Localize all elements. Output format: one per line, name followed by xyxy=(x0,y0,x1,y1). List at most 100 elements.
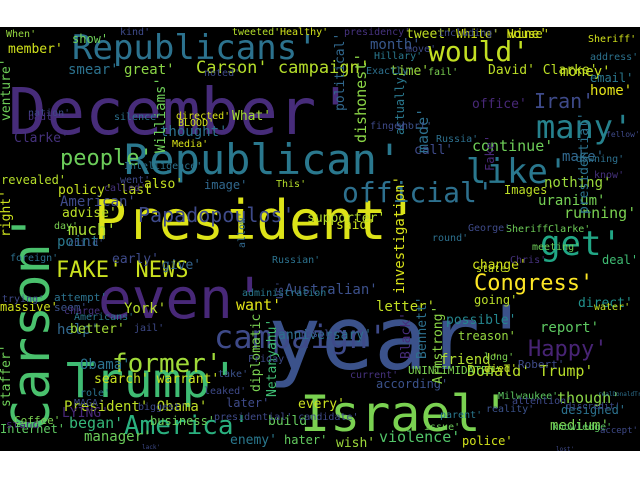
cloud-word: supporter' xyxy=(307,211,386,226)
cloud-word: Republican' xyxy=(124,135,403,184)
cloud-word: American' xyxy=(60,194,136,210)
cloud-word: continue' xyxy=(472,137,554,155)
cloud-word: leaked' xyxy=(204,386,247,397)
cloud-word: issue' xyxy=(424,422,461,433)
cloud-word: state' xyxy=(476,264,513,275)
cloud-word: get' xyxy=(540,224,622,264)
cloud-word: finger' xyxy=(370,121,413,132)
cloud-word: Images' xyxy=(504,183,555,197)
cloud-word: report' xyxy=(540,320,600,336)
cloud-word: time' xyxy=(390,64,430,79)
cloud-word: Australian' xyxy=(285,282,378,298)
cloud-word: Friday' xyxy=(248,354,291,365)
cloud-word: Black' xyxy=(399,312,414,359)
cloud-word: great' xyxy=(124,62,175,78)
cloud-word: December' xyxy=(8,76,355,150)
cloud-word: advise' xyxy=(62,206,117,221)
cloud-word: make' xyxy=(562,149,605,165)
cloud-word: directed' xyxy=(176,111,231,122)
cloud-word: image' xyxy=(204,178,248,192)
cloud-word: police' xyxy=(462,434,513,448)
cloud-word: staffer' xyxy=(0,344,14,407)
cloud-word: UNINTIMIDATED' xyxy=(408,364,501,377)
cloud-word: take' xyxy=(218,369,249,380)
cloud-word: address' xyxy=(590,52,639,63)
cloud-word: kind' xyxy=(120,27,151,38)
cloud-word: George' xyxy=(468,223,511,234)
cloud-word: meeting' xyxy=(532,242,581,253)
cloud-word: Carson' campaign' xyxy=(196,58,370,78)
cloud-word: current' xyxy=(350,370,399,381)
cloud-word: thought' xyxy=(160,124,228,140)
cloud-word: help' xyxy=(57,322,100,338)
cloud-word: later' xyxy=(226,396,270,410)
cloud-word: allow' xyxy=(237,211,248,248)
cloud-word: began' xyxy=(69,414,124,432)
cloud-word: call' xyxy=(414,143,454,158)
cloud-word: result' xyxy=(300,329,343,340)
cloud-word: point' xyxy=(57,234,108,250)
cloud-word: What' xyxy=(232,109,272,124)
cloud-word: noted' xyxy=(204,68,241,79)
cloud-word: venture' xyxy=(0,58,14,121)
cloud-word: including' xyxy=(438,28,499,39)
cloud-word: better' xyxy=(70,322,125,337)
cloud-word: Sheriff' xyxy=(588,34,637,45)
cloud-word: anniversary' xyxy=(278,328,372,343)
cloud-word: child' xyxy=(68,238,105,249)
cloud-word: letter' xyxy=(376,299,436,315)
cloud-word: every' xyxy=(298,397,345,412)
cloud-word: policy' last' xyxy=(58,183,160,198)
cloud-word: much' xyxy=(68,220,117,239)
cloud-word: America' xyxy=(124,411,250,441)
cloud-word: know' xyxy=(594,170,625,181)
cloud-word: smear' xyxy=(68,62,119,78)
cloud-word: died' xyxy=(484,362,518,375)
cloud-word: Israel' xyxy=(300,385,511,443)
cloud-word: When' xyxy=(6,29,37,40)
cloud-word: home' xyxy=(590,83,633,99)
cloud-word: people' xyxy=(60,146,153,171)
cloud-word: former' xyxy=(112,349,222,379)
cloud-word: trying' xyxy=(2,294,45,305)
cloud-word: administration' xyxy=(242,288,333,299)
cloud-word: round' xyxy=(432,233,469,244)
cloud-word: White' House' xyxy=(456,27,550,41)
cloud-word: wine' xyxy=(508,27,548,42)
cloud-word: attempt' xyxy=(54,291,107,304)
cloud-word: Robert' xyxy=(518,358,565,371)
cloud-word: President' xyxy=(94,189,420,252)
cloud-word: silence' xyxy=(114,112,163,123)
cloud-word: SheriffClarke' xyxy=(506,224,591,235)
cloud-word: presidential' candidate' xyxy=(214,412,359,423)
cloud-word: long' xyxy=(484,352,515,363)
cloud-word: show' xyxy=(72,32,109,46)
cloud-word: campaign' xyxy=(214,318,388,356)
cloud-word: diplomatic' xyxy=(249,305,264,392)
cloud-word: short' xyxy=(396,121,433,132)
cloud-word: Russian' xyxy=(272,255,321,266)
cloud-word: possible' xyxy=(446,313,517,328)
cloud-word: knowledge' xyxy=(552,422,613,433)
cloud-word: Internet' xyxy=(0,422,66,436)
cloud-word: move' xyxy=(406,44,437,55)
cloud-word: build' xyxy=(268,414,315,429)
cloud-word: Papadopoulos' xyxy=(138,203,295,227)
cloud-word: US' xyxy=(275,280,286,299)
cloud-word: Russia' xyxy=(436,134,479,145)
cloud-word: member' xyxy=(8,42,63,57)
cloud-word: attention' xyxy=(512,396,573,407)
cloud-word: FAKE' NEWS xyxy=(56,258,189,283)
cloud-word: many' xyxy=(536,108,633,146)
cloud-word: charge' xyxy=(64,306,107,317)
cloud-word: Chris' xyxy=(510,255,547,266)
cloud-word: medium' xyxy=(550,418,610,434)
cloud-word: give' xyxy=(162,258,202,273)
cloud-word: biggest' xyxy=(138,402,187,413)
cloud-word: nothing' xyxy=(544,175,612,191)
cloud-word: Milwaukee' xyxy=(498,391,559,402)
cloud-word: uranium' xyxy=(538,193,606,209)
cloud-word: lack' xyxy=(142,444,161,451)
cloud-word: though' xyxy=(557,389,621,407)
cloud-word: Americans' xyxy=(74,312,135,323)
